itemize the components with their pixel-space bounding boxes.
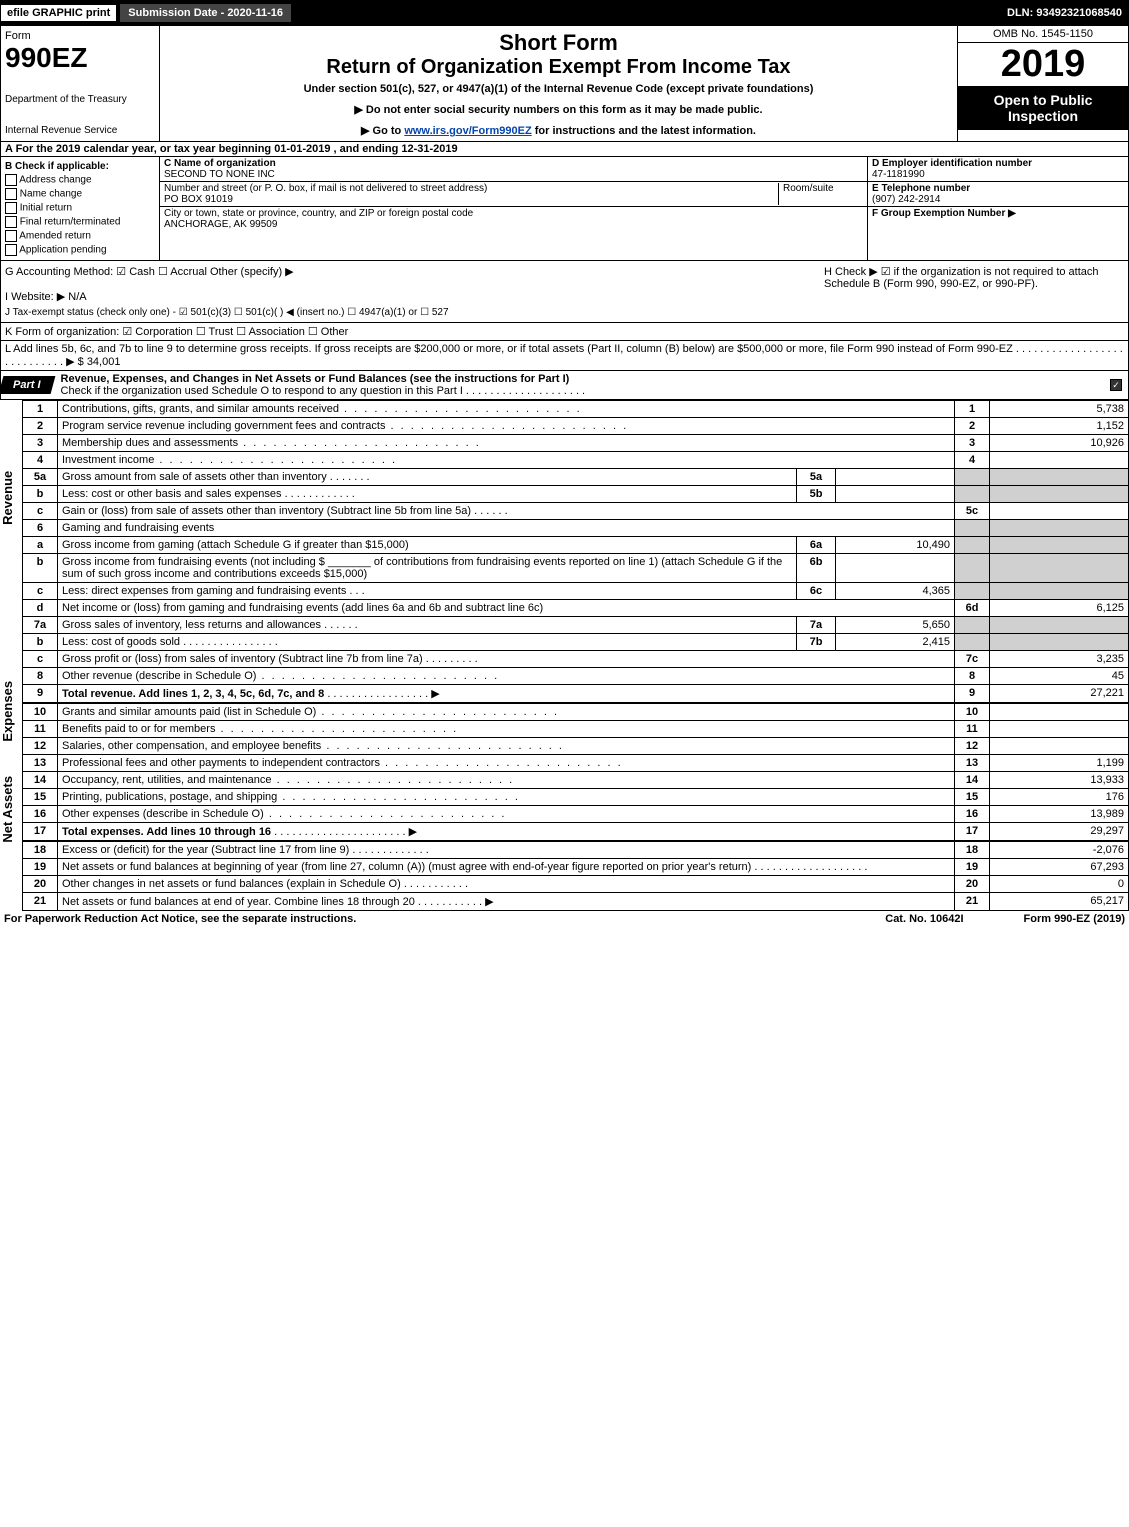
- b-title: B Check if applicable:: [5, 161, 155, 172]
- line-6b: b Gross income from fundraising events (…: [23, 554, 1129, 583]
- footer-left: For Paperwork Reduction Act Notice, see …: [4, 913, 885, 925]
- line-7a: 7a Gross sales of inventory, less return…: [23, 617, 1129, 634]
- footer-cat: Cat. No. 10642I: [885, 913, 963, 925]
- main-title: Return of Organization Exempt From Incom…: [164, 56, 953, 79]
- h-check: H Check ▶ ☑ if the organization is not r…: [824, 265, 1124, 318]
- line-19: 19 Net assets or fund balances at beginn…: [23, 859, 1129, 876]
- efile-button[interactable]: efile GRAPHIC print: [1, 5, 116, 21]
- group-exemption-label: F Group Exemption Number ▶: [872, 208, 1016, 219]
- col-b-checkboxes: B Check if applicable: Address change Na…: [1, 157, 160, 260]
- tax-exempt-status: J Tax-exempt status (check only one) - ☑…: [5, 307, 824, 318]
- accounting-method: G Accounting Method: ☑ Cash ☐ Accrual Ot…: [5, 265, 824, 278]
- line-20: 20 Other changes in net assets or fund b…: [23, 876, 1129, 893]
- line-11: 11 Benefits paid to or for members 11: [23, 721, 1129, 738]
- line-1: 1 Contributions, gifts, grants, and simi…: [23, 401, 1129, 418]
- net-assets-table: 18 Excess or (deficit) for the year (Sub…: [22, 841, 1129, 911]
- org-city: ANCHORAGE, AK 99509: [164, 219, 277, 230]
- c-label: C Name of organization: [164, 158, 276, 169]
- room-suite-label: Room/suite: [778, 183, 863, 205]
- col-d-ids: D Employer identification number 47-1181…: [867, 157, 1128, 260]
- line-6d: d Net income or (loss) from gaming and f…: [23, 600, 1129, 617]
- part-1-header: Part I Revenue, Expenses, and Changes in…: [0, 371, 1129, 400]
- line-15: 15 Printing, publications, postage, and …: [23, 789, 1129, 806]
- line-10: 10 Grants and similar amounts paid (list…: [23, 704, 1129, 721]
- org-address: PO BOX 91019: [164, 194, 233, 205]
- under-section: Under section 501(c), 527, or 4947(a)(1)…: [164, 83, 953, 95]
- chk-amended-return[interactable]: Amended return: [5, 230, 155, 242]
- line-9: 9 Total revenue. Add lines 1, 2, 3, 4, 5…: [23, 685, 1129, 703]
- line-18: 18 Excess or (deficit) for the year (Sub…: [23, 842, 1129, 859]
- no-ssn-note: ▶ Do not enter social security numbers o…: [164, 103, 953, 116]
- row-g-h: G Accounting Method: ☑ Cash ☐ Accrual Ot…: [0, 261, 1129, 323]
- row-a-tax-year: A For the 2019 calendar year, or tax yea…: [0, 142, 1129, 157]
- chk-name-change[interactable]: Name change: [5, 188, 155, 200]
- submission-date-button[interactable]: Submission Date - 2020-11-16: [120, 4, 291, 22]
- footer-form: Form 990-EZ (2019): [1024, 913, 1125, 925]
- line-4: 4 Investment income 4: [23, 452, 1129, 469]
- ein-value: 47-1181990: [872, 169, 925, 180]
- col-c-org: C Name of organization SECOND TO NONE IN…: [160, 157, 867, 260]
- irs-label: Internal Revenue Service: [5, 125, 155, 136]
- phone-label: E Telephone number: [872, 183, 970, 194]
- org-info-block: B Check if applicable: Address change Na…: [0, 157, 1129, 261]
- header-center: Short Form Return of Organization Exempt…: [160, 26, 957, 141]
- line-12: 12 Salaries, other compensation, and emp…: [23, 738, 1129, 755]
- form-number: 990EZ: [5, 42, 155, 74]
- tax-year: 2019: [958, 43, 1128, 86]
- part-1-checkbox[interactable]: ✓: [1110, 379, 1128, 391]
- line-5b: b Less: cost or other basis and sales ex…: [23, 486, 1129, 503]
- addr-label: Number and street (or P. O. box, if mail…: [164, 183, 487, 194]
- form-header: Form 990EZ Department of the Treasury In…: [0, 26, 1129, 142]
- row-k-form-org: K Form of organization: ☑ Corporation ☐ …: [0, 323, 1129, 341]
- part-1-tag: Part I: [0, 376, 55, 394]
- irs-link[interactable]: www.irs.gov/Form990EZ: [404, 125, 531, 137]
- chk-address-change[interactable]: Address change: [5, 174, 155, 186]
- form-label: Form: [5, 30, 155, 42]
- header-right: OMB No. 1545-1150 2019 Open to Public In…: [957, 26, 1128, 141]
- top-bar: efile GRAPHIC print Submission Date - 20…: [0, 0, 1129, 26]
- row-l-gross-receipts: L Add lines 5b, 6c, and 7b to line 9 to …: [0, 341, 1129, 371]
- part-1-check-line: Check if the organization used Schedule …: [61, 385, 586, 397]
- header-left: Form 990EZ Department of the Treasury In…: [1, 26, 160, 141]
- net-assets-side-label: Net Assets: [0, 776, 15, 843]
- expenses-table: 10 Grants and similar amounts paid (list…: [22, 703, 1129, 841]
- line-6c: c Less: direct expenses from gaming and …: [23, 583, 1129, 600]
- revenue-side-label: Revenue: [0, 470, 15, 524]
- chk-final-return[interactable]: Final return/terminated: [5, 216, 155, 228]
- page-footer: For Paperwork Reduction Act Notice, see …: [0, 911, 1129, 927]
- line-8: 8 Other revenue (describe in Schedule O)…: [23, 668, 1129, 685]
- dln-label: DLN: 93492321068540: [1007, 7, 1128, 19]
- line-17: 17 Total expenses. Add lines 10 through …: [23, 823, 1129, 841]
- goto-note: ▶ Go to www.irs.gov/Form990EZ for instru…: [164, 124, 953, 137]
- line-2: 2 Program service revenue including gove…: [23, 418, 1129, 435]
- ein-label: D Employer identification number: [872, 158, 1032, 169]
- revenue-table: 1 Contributions, gifts, grants, and simi…: [22, 400, 1129, 703]
- chk-initial-return[interactable]: Initial return: [5, 202, 155, 214]
- line-21: 21 Net assets or fund balances at end of…: [23, 893, 1129, 911]
- city-label: City or town, state or province, country…: [164, 208, 473, 219]
- line-16: 16 Other expenses (describe in Schedule …: [23, 806, 1129, 823]
- phone-value: (907) 242-2914: [872, 194, 940, 205]
- short-form-title: Short Form: [164, 30, 953, 56]
- goto-pre: ▶ Go to: [361, 125, 404, 137]
- line-6: 6 Gaming and fundraising events: [23, 520, 1129, 537]
- line-14: 14 Occupancy, rent, utilities, and maint…: [23, 772, 1129, 789]
- line-3: 3 Membership dues and assessments 3 10,9…: [23, 435, 1129, 452]
- line-5a: 5a Gross amount from sale of assets othe…: [23, 469, 1129, 486]
- website: I Website: ▶ N/A: [5, 290, 824, 303]
- open-to-public: Open to Public Inspection: [958, 86, 1128, 130]
- expenses-side-label: Expenses: [0, 681, 15, 742]
- part-1-title: Revenue, Expenses, and Changes in Net As…: [61, 373, 570, 385]
- line-6a: a Gross income from gaming (attach Sched…: [23, 537, 1129, 554]
- chk-application-pending[interactable]: Application pending: [5, 244, 155, 256]
- line-7b: b Less: cost of goods sold . . . . . . .…: [23, 634, 1129, 651]
- line-13: 13 Professional fees and other payments …: [23, 755, 1129, 772]
- line-5c: c Gain or (loss) from sale of assets oth…: [23, 503, 1129, 520]
- line-7c: c Gross profit or (loss) from sales of i…: [23, 651, 1129, 668]
- org-name: SECOND TO NONE INC: [164, 169, 275, 180]
- goto-post: for instructions and the latest informat…: [532, 125, 756, 137]
- omb-number: OMB No. 1545-1150: [958, 26, 1128, 43]
- dept-label: Department of the Treasury: [5, 94, 155, 105]
